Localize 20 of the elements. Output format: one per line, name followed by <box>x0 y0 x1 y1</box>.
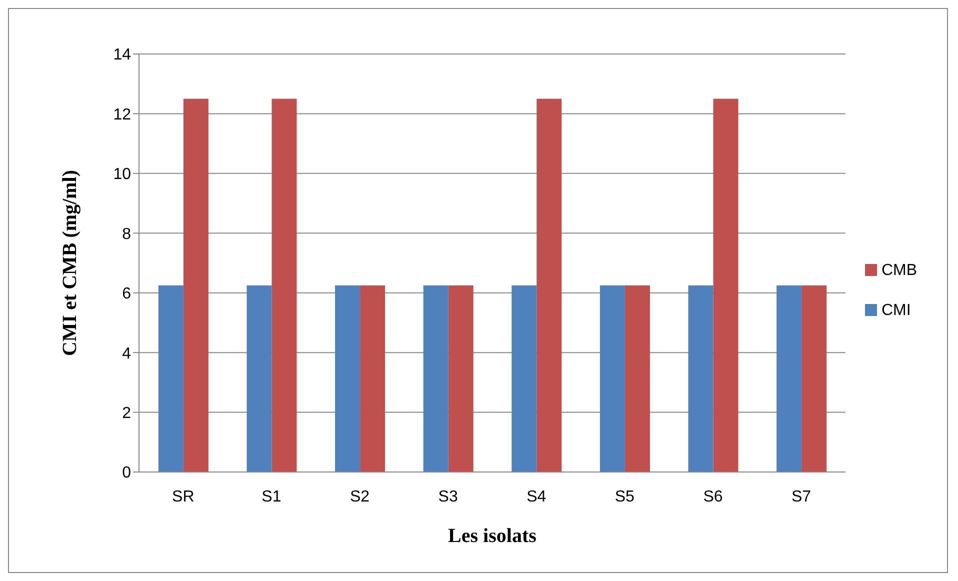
x-tick-label: S5 <box>614 488 635 506</box>
y-tick-label: 10 <box>113 166 132 184</box>
y-tick-label: 6 <box>122 286 132 303</box>
x-tick-label: S7 <box>791 488 812 506</box>
x-tick-label: S6 <box>703 488 723 506</box>
x-tick-label: SR <box>172 488 194 506</box>
x-tick-label: S3 <box>438 488 458 506</box>
y-tick-label: 0 <box>122 464 132 482</box>
x-tick-label: S2 <box>350 488 370 506</box>
y-tick-label: 8 <box>122 226 132 243</box>
y-axis-title: CMI et CMB (mg/ml) <box>59 170 82 356</box>
y-tick-label: 12 <box>113 106 132 124</box>
y-tick-label: 4 <box>122 345 132 362</box>
x-axis-title: Les isolats <box>448 525 537 547</box>
legend-label: CMB <box>881 262 917 278</box>
legend-label: CMI <box>881 302 911 318</box>
y-tick-label: 14 <box>113 46 132 64</box>
x-tick-label: S1 <box>262 488 282 506</box>
y-tick-label: 2 <box>122 404 132 422</box>
x-tick-label: S4 <box>526 488 546 506</box>
